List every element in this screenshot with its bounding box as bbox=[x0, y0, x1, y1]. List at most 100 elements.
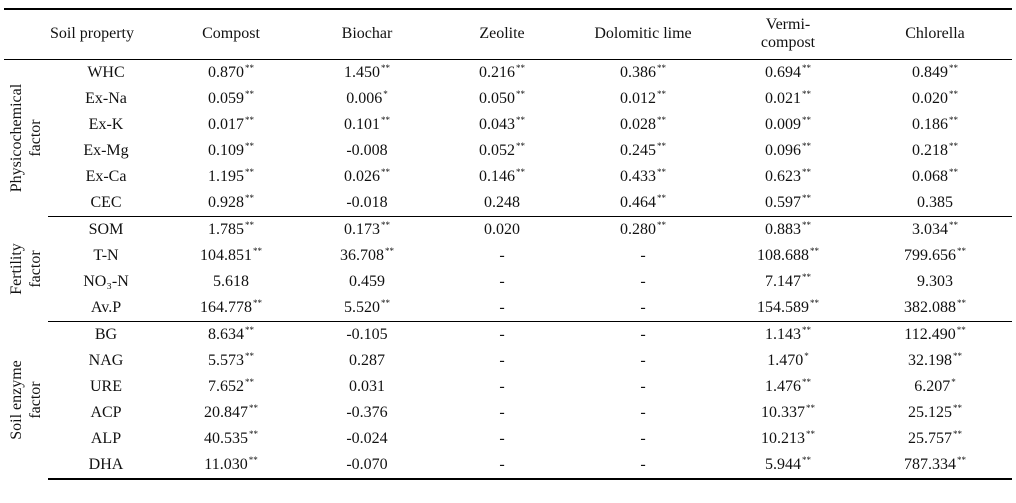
cell-value: 5.944 bbox=[765, 455, 801, 473]
table-row: DHA 11.030** -0.070- -5.944** 787.334** bbox=[4, 451, 1012, 480]
significance-marker: * bbox=[383, 88, 388, 99]
cell-value: 0.059 bbox=[208, 89, 244, 107]
soil-property-table: Soil property Compost Biochar Zeolite Do… bbox=[4, 8, 1012, 480]
cell-value: -0.008 bbox=[346, 141, 388, 159]
property-name: URE bbox=[90, 377, 122, 395]
property-name: Ex-Mg bbox=[83, 141, 129, 159]
significance-marker: ** bbox=[657, 140, 666, 151]
table-row: Physicochemical factor WHC 0.870** 1.450** 0.… bbox=[4, 59, 1012, 192]
value-cell-compost: 1.785** bbox=[164, 216, 298, 243]
significance-marker: ** bbox=[953, 428, 962, 439]
property-name: WHC bbox=[87, 63, 125, 81]
group-label-line: Physicochemical bbox=[8, 83, 25, 192]
value-cell-zeolite: - bbox=[436, 451, 568, 480]
table-row: Ex-Na 0.059** 0.006* 0.050** 0.012** 0.021** 0… bbox=[4, 86, 1012, 112]
cell-value: 10.213 bbox=[761, 429, 805, 447]
cell-value: 112.490 bbox=[904, 325, 956, 343]
significance-marker: ** bbox=[810, 245, 819, 256]
value-cell-zeolite: 0.043** bbox=[436, 112, 568, 138]
cell-value: 1.476 bbox=[765, 377, 801, 395]
cell-value: 0.883 bbox=[765, 220, 801, 238]
significance-marker: ** bbox=[949, 62, 958, 73]
value-cell-dolomitic-lime: 0.012** bbox=[568, 86, 718, 112]
cell-value: - bbox=[640, 272, 646, 290]
header-dolomitic-lime: Dolomitic lime bbox=[568, 8, 718, 60]
table-row: T-N 104.851** 36.708** - -108.688** 799.656** bbox=[4, 243, 1012, 269]
cell-value: 1.143 bbox=[765, 325, 801, 343]
significance-marker: ** bbox=[957, 245, 966, 256]
cell-value: - bbox=[499, 246, 505, 264]
cell-value: - bbox=[640, 403, 646, 421]
cell-value: 0.017 bbox=[208, 115, 244, 133]
table-row: CEC 0.928** -0.018 0.248 0.464** 0.597** 0.385 bbox=[4, 189, 1012, 217]
header-vermicompost: Vermi- compost bbox=[718, 8, 858, 60]
value-cell-chlorella: 0.218** bbox=[858, 138, 1012, 164]
significance-marker: ** bbox=[516, 166, 525, 177]
significance-marker: ** bbox=[245, 376, 254, 387]
value-cell-zeolite: - bbox=[436, 243, 568, 269]
cell-value: - bbox=[640, 351, 646, 369]
significance-marker: ** bbox=[245, 350, 254, 361]
value-cell-zeolite: - bbox=[436, 321, 568, 348]
cell-value: 0.026 bbox=[344, 167, 380, 185]
significance-marker: * bbox=[951, 376, 956, 387]
cell-value: 0.218 bbox=[912, 141, 948, 159]
value-cell-vermicompost: 1.470* bbox=[718, 348, 858, 374]
value-cell-biochar: -0.024 bbox=[298, 426, 436, 452]
group-label-line: factor bbox=[27, 249, 44, 288]
value-cell-vermicompost: 10.213** bbox=[718, 426, 858, 452]
property-name: T-N bbox=[93, 246, 119, 264]
group-label-cell: Physicochemical factor bbox=[4, 59, 48, 216]
value-cell-dolomitic-lime: - bbox=[568, 426, 718, 452]
cell-value: 0.043 bbox=[479, 115, 515, 133]
cell-value: 0.216 bbox=[479, 63, 515, 81]
significance-marker: ** bbox=[802, 219, 811, 230]
value-cell-chlorella: 9.303 bbox=[858, 269, 1012, 295]
cell-value: 108.688 bbox=[757, 246, 809, 264]
cell-value: -0.018 bbox=[346, 193, 388, 211]
significance-marker: * bbox=[804, 350, 809, 361]
significance-marker: ** bbox=[953, 402, 962, 413]
cell-value: 0.287 bbox=[349, 351, 385, 369]
value-cell-biochar: 0.459 bbox=[298, 269, 436, 295]
value-cell-biochar: 36.708** bbox=[298, 243, 436, 269]
header-compost: Compost bbox=[164, 8, 298, 60]
significance-marker: ** bbox=[245, 62, 254, 73]
significance-marker: ** bbox=[802, 376, 811, 387]
table-row: ALP 40.535** -0.024- -10.213** 25.757** bbox=[4, 426, 1012, 452]
table-row: Ex-Ca 1.195** 0.026** 0.146** 0.433** 0.623**… bbox=[4, 164, 1012, 190]
cell-value: 0.928 bbox=[208, 193, 244, 211]
value-cell-biochar: 0.287 bbox=[298, 348, 436, 374]
significance-marker: ** bbox=[806, 402, 815, 413]
property-name: NO₃-N bbox=[83, 272, 129, 290]
significance-marker: ** bbox=[949, 166, 958, 177]
significance-marker: ** bbox=[802, 88, 811, 99]
value-cell-compost: 5.573** bbox=[164, 348, 298, 374]
header-zeolite: Zeolite bbox=[436, 8, 568, 60]
significance-marker: ** bbox=[245, 114, 254, 125]
value-cell-dolomitic-lime: - bbox=[568, 374, 718, 400]
value-cell-vermicompost: 1.476** bbox=[718, 374, 858, 400]
group-label-line: factor bbox=[27, 119, 44, 157]
cell-value: - bbox=[640, 429, 646, 447]
significance-marker: ** bbox=[381, 62, 390, 73]
significance-marker: ** bbox=[245, 166, 254, 177]
value-cell-chlorella: 6.207* bbox=[858, 374, 1012, 400]
significance-marker: ** bbox=[810, 297, 819, 308]
significance-marker: ** bbox=[802, 324, 811, 335]
significance-marker: ** bbox=[949, 114, 958, 125]
value-cell-chlorella: 112.490** bbox=[858, 321, 1012, 348]
value-cell-compost: 11.030** bbox=[164, 451, 298, 480]
table-row: NO₃-N 5.618 0.459 - - 7.147** 9.303 bbox=[4, 269, 1012, 295]
cell-value: 0.012 bbox=[620, 89, 656, 107]
value-cell-zeolite: - bbox=[436, 400, 568, 426]
table-row: URE 7.652** 0.031- -1.476** 6.207* bbox=[4, 374, 1012, 400]
value-cell-dolomitic-lime: - bbox=[568, 348, 718, 374]
value-cell-chlorella: 0.849** bbox=[858, 59, 1012, 86]
value-cell-compost: 0.109** bbox=[164, 138, 298, 164]
property-name: ALP bbox=[90, 429, 122, 447]
cell-value: 1.450 bbox=[344, 63, 380, 81]
cell-value: 0.849 bbox=[912, 63, 948, 81]
group-label-line: factor bbox=[27, 381, 44, 419]
cell-value: 0.031 bbox=[349, 377, 385, 395]
